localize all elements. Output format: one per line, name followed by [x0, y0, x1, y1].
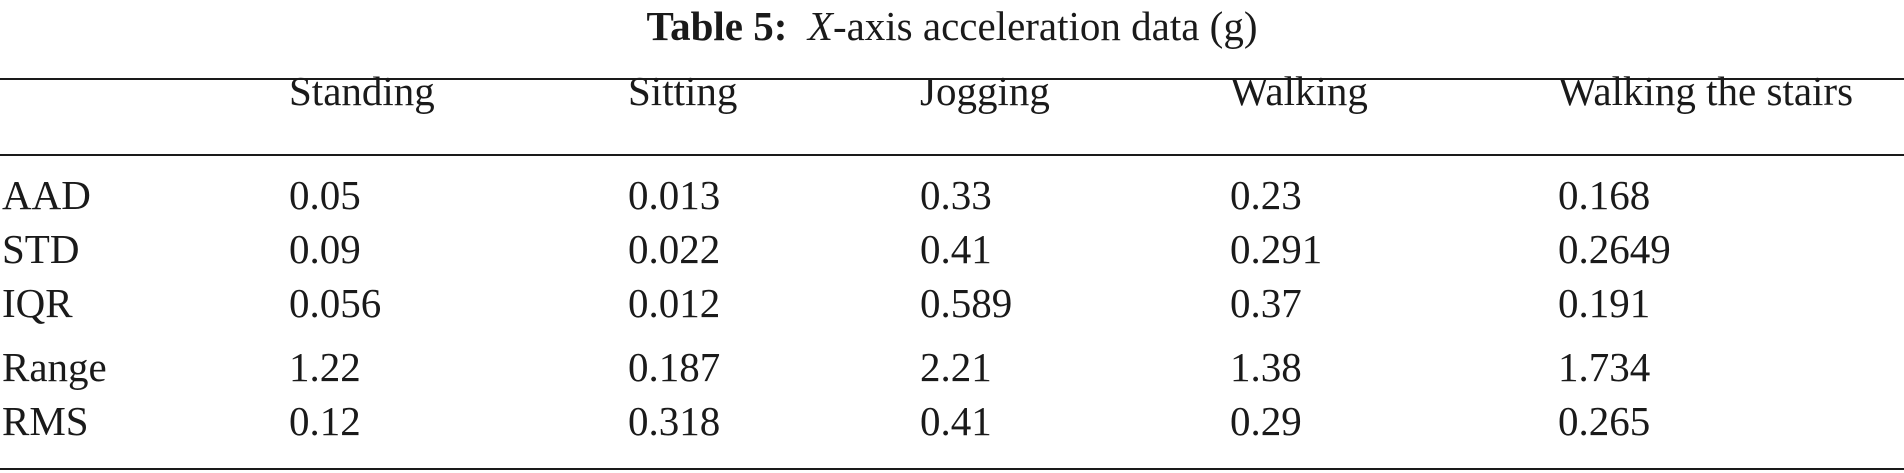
cell-value: 1.22 [289, 344, 361, 390]
table-row: IQR 0.056 0.012 0.589 0.37 0.191 [0, 278, 1904, 328]
cell-value: 0.33 [920, 172, 992, 218]
cell-value: 0.05 [289, 172, 361, 218]
cell-value: 0.09 [289, 226, 361, 272]
cell-value: 0.41 [920, 398, 992, 444]
row-label: IQR [2, 280, 73, 326]
cell-value: 0.291 [1230, 226, 1323, 272]
cell-value: 0.265 [1558, 398, 1651, 444]
table-caption: Table 5: X-axis acceleration data (g) [0, 0, 1904, 56]
cell-value: 0.318 [628, 398, 721, 444]
cell-value: 0.012 [628, 280, 721, 326]
cell-value: 0.29 [1230, 398, 1302, 444]
cell-value: 2.21 [920, 344, 992, 390]
table-row: Range 1.22 0.187 2.21 1.38 1.734 [0, 342, 1904, 392]
cell-value: 1.38 [1230, 344, 1302, 390]
header-row: Standing Sitting Jogging Walking Walking… [0, 66, 1904, 116]
table-row: AAD 0.05 0.013 0.33 0.23 0.168 [0, 170, 1904, 220]
row-label: AAD [2, 172, 91, 218]
cell-value: 0.589 [920, 280, 1013, 326]
top-rule [0, 78, 1904, 80]
cell-value: 1.734 [1558, 344, 1651, 390]
cell-value: 0.41 [920, 226, 992, 272]
table-row: RMS 0.12 0.318 0.41 0.29 0.265 [0, 396, 1904, 446]
cell-value: 0.056 [289, 280, 382, 326]
axis-symbol: X [807, 3, 833, 49]
column-header-standing: Standing [289, 68, 435, 114]
column-header-sitting: Sitting [628, 68, 738, 114]
table-number: Table 5: [646, 3, 788, 49]
column-header-walking: Walking [1230, 68, 1368, 114]
cell-value: 0.2649 [1558, 226, 1671, 272]
table-row: STD 0.09 0.022 0.41 0.291 0.2649 [0, 224, 1904, 274]
column-header-jogging: Jogging [920, 68, 1050, 114]
cell-value: 0.022 [628, 226, 721, 272]
row-label: Range [2, 344, 107, 390]
row-label: STD [2, 226, 80, 272]
cell-value: 0.168 [1558, 172, 1651, 218]
row-label: RMS [2, 398, 89, 444]
cell-value: 0.191 [1558, 280, 1651, 326]
bottom-rule [0, 468, 1904, 470]
cell-value: 0.37 [1230, 280, 1302, 326]
caption-text: -axis acceleration data (g) [832, 3, 1258, 49]
cell-value: 0.23 [1230, 172, 1302, 218]
header-rule [0, 154, 1904, 156]
column-header-walking-stairs: Walking the stairs [1558, 68, 1854, 114]
cell-value: 0.013 [628, 172, 721, 218]
cell-value: 0.187 [628, 344, 721, 390]
cell-value: 0.12 [289, 398, 361, 444]
